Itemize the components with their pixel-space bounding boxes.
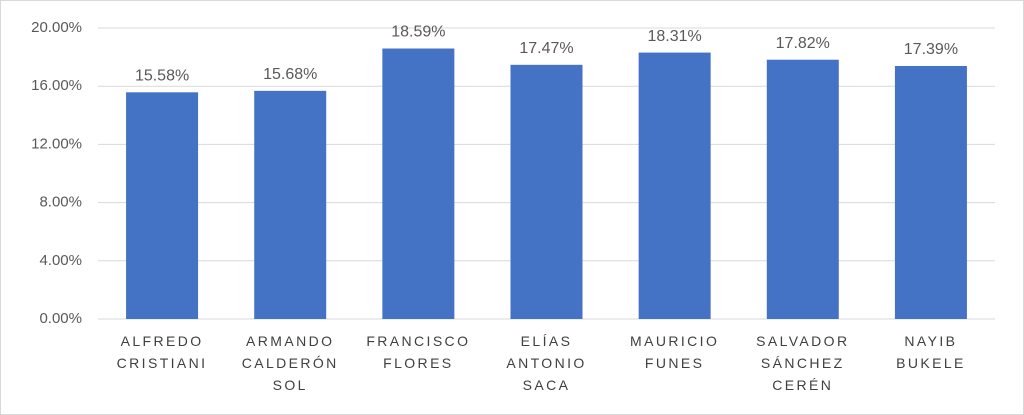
x-tick-label: ALFREDO CRISTIANI bbox=[116, 333, 208, 371]
y-tick-label: 12.00% bbox=[31, 135, 82, 152]
x-tick-label: FRANCISCO FLORES bbox=[366, 333, 471, 371]
y-tick-label: 16.00% bbox=[31, 77, 82, 94]
x-tick-label: ARMANDO CALDERÓN SOL bbox=[241, 333, 339, 393]
value-label: 15.58% bbox=[135, 68, 189, 85]
y-tick-label: 0.00% bbox=[39, 310, 82, 327]
value-label: 15.68% bbox=[263, 66, 317, 83]
bar bbox=[638, 52, 711, 319]
bar bbox=[894, 65, 967, 320]
bar bbox=[254, 90, 327, 319]
x-tick-label: ELÍAS ANTONIO SACA bbox=[506, 333, 587, 393]
x-tick-label: MAURICIO FUNES bbox=[630, 333, 720, 371]
y-tick-label: 8.00% bbox=[39, 194, 82, 211]
value-label: 18.31% bbox=[648, 28, 702, 45]
bar bbox=[382, 48, 455, 319]
bar bbox=[510, 64, 583, 320]
x-tick-label: NAYIB BUKELE bbox=[896, 333, 966, 371]
bar bbox=[126, 92, 199, 319]
y-tick-label: 20.00% bbox=[31, 19, 82, 36]
bar bbox=[766, 59, 839, 320]
value-label: 17.82% bbox=[776, 35, 830, 52]
y-tick-label: 4.00% bbox=[39, 252, 82, 269]
value-label: 18.59% bbox=[391, 24, 445, 41]
value-label: 17.39% bbox=[904, 41, 958, 58]
value-label: 17.47% bbox=[519, 40, 573, 57]
x-tick-label: SALVADOR SÁNCHEZ CERÉN bbox=[756, 333, 850, 393]
